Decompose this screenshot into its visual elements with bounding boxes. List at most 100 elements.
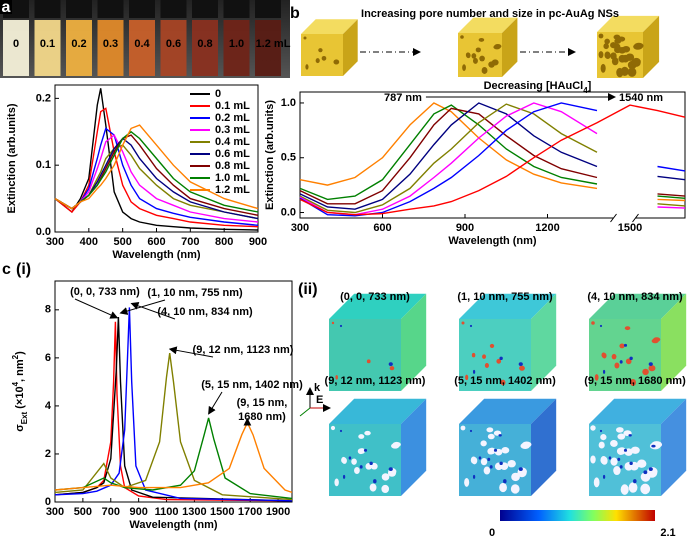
pore — [629, 461, 633, 466]
legend-label: 0.3 mL — [215, 124, 250, 136]
vial — [129, 20, 155, 76]
pore — [460, 425, 466, 431]
pore — [630, 379, 636, 386]
pore — [321, 55, 327, 61]
pore — [521, 441, 532, 448]
pore — [486, 427, 494, 433]
pore — [620, 484, 629, 495]
pore — [643, 470, 648, 475]
vial-cap — [66, 0, 92, 18]
pore — [601, 456, 608, 465]
annotation: 1540 nm — [619, 92, 663, 104]
pore — [488, 61, 495, 68]
series-line — [299, 102, 686, 217]
vial-cap — [129, 0, 155, 18]
peak-arrow — [119, 299, 166, 315]
vial — [160, 20, 187, 76]
peak-label: (0, 0, 733 nm) — [70, 286, 140, 298]
pore — [510, 484, 520, 494]
pore — [602, 369, 606, 374]
x-tick-label: 1100 — [155, 506, 179, 518]
vial-cap — [34, 0, 61, 18]
pore — [482, 354, 487, 359]
pore — [499, 356, 503, 361]
pore — [481, 67, 488, 74]
vial-cap — [192, 0, 218, 18]
vial — [255, 20, 281, 76]
cube-side — [401, 293, 427, 391]
x-tick-label: 1200 — [535, 222, 559, 234]
cube-front — [589, 319, 661, 391]
vial-cap — [255, 0, 281, 18]
pore — [640, 483, 651, 495]
pore — [611, 353, 617, 360]
pore — [636, 459, 647, 468]
peak-label: (1, 10 nm, 755 nm) — [147, 287, 243, 299]
pore — [614, 362, 620, 369]
simulation-label: (4, 10 nm, 834 nm) — [587, 291, 683, 303]
simulation-label: (5, 15 nm, 1402 nm) — [454, 375, 556, 387]
pore — [471, 53, 477, 59]
pore — [501, 447, 510, 454]
y-tick-label: 0.0 — [36, 226, 51, 238]
pore — [616, 427, 624, 433]
text-part: 2 — [11, 354, 20, 359]
legend-label: 0.1 mL — [215, 100, 250, 112]
pore — [305, 64, 309, 70]
panel-label-box — [0, 0, 12, 14]
y-axis-label: Extinction (arb.units) — [6, 103, 18, 213]
pore — [628, 482, 638, 493]
pore — [498, 434, 502, 437]
pore — [500, 379, 506, 386]
vial — [192, 20, 218, 76]
pore — [333, 59, 340, 65]
pore — [625, 358, 632, 365]
pore — [604, 51, 611, 60]
pore — [461, 321, 465, 325]
series-line — [54, 421, 293, 494]
cube-top — [329, 293, 427, 319]
pore — [472, 474, 476, 479]
x-tick-label: 1500 — [210, 506, 234, 518]
series-line — [299, 104, 686, 216]
vial-label: 1.0 — [229, 38, 244, 50]
cube-top — [597, 15, 660, 32]
series-line — [54, 417, 293, 500]
colorbar-label: 0 — [489, 527, 495, 539]
pore — [608, 456, 612, 460]
text-part: ) — [14, 351, 26, 355]
annotation: Decreasing [HAuCl4] — [484, 80, 592, 95]
colorbar-label: 2.1 — [660, 527, 675, 539]
pore — [622, 45, 631, 53]
panel-label: b — [290, 5, 300, 22]
x-tick-label: 600 — [373, 222, 391, 234]
pore — [460, 35, 464, 39]
panel-label: (ii) — [298, 281, 318, 298]
pore — [348, 456, 352, 460]
pore — [369, 461, 373, 466]
y-tick-label: 8 — [45, 304, 51, 316]
plot-frame — [54, 280, 293, 503]
pore — [624, 326, 631, 331]
pore — [464, 477, 470, 487]
pore — [381, 484, 390, 494]
pore — [466, 52, 471, 59]
series-line — [299, 102, 686, 216]
pore — [630, 446, 640, 454]
x-tick-label: 300 — [46, 236, 64, 248]
axis-break — [613, 214, 636, 222]
vial-label: 0.3 — [103, 38, 118, 50]
pore — [373, 479, 377, 484]
vial — [34, 20, 61, 76]
pore — [599, 429, 603, 433]
pore — [594, 374, 599, 381]
simulation-label: (0, 0, 733 nm) — [340, 291, 410, 303]
cube-side — [531, 293, 557, 391]
x-axis-label: Wavelength (nm) — [448, 235, 537, 247]
text-part: 4 — [583, 86, 588, 95]
text-part: Decreasing [HAuCl — [484, 80, 584, 92]
vial-label: 0.1 — [40, 38, 55, 50]
pore — [369, 483, 377, 492]
x-tick-label: 400 — [80, 236, 98, 248]
